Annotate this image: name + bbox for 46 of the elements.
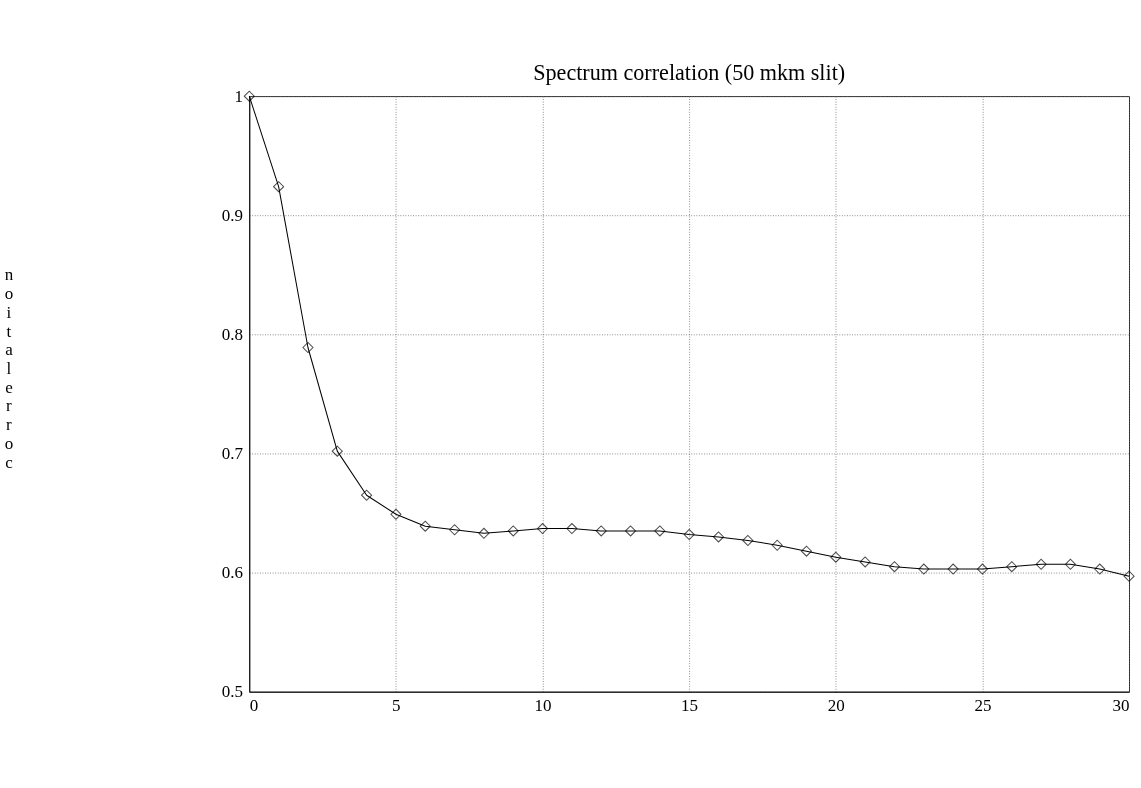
point xyxy=(243,90,255,102)
point xyxy=(1094,563,1106,575)
point xyxy=(361,489,373,501)
point xyxy=(625,525,637,537)
point xyxy=(507,525,519,537)
point xyxy=(537,523,549,535)
point xyxy=(595,525,607,537)
point xyxy=(273,181,285,193)
y-tick-label: 0.7 xyxy=(221,444,244,464)
point xyxy=(976,563,988,575)
point xyxy=(830,551,842,563)
y-tick-label: 0.5 xyxy=(221,682,243,702)
point xyxy=(771,539,783,551)
x-tick-label: 10 xyxy=(534,695,552,715)
point xyxy=(331,445,343,457)
point xyxy=(478,527,490,539)
point xyxy=(712,531,725,543)
y-tick-label: 0.9 xyxy=(221,205,243,225)
point xyxy=(390,508,402,520)
point xyxy=(859,556,871,568)
x-tick-label: 20 xyxy=(827,695,845,715)
point xyxy=(419,520,431,532)
point xyxy=(888,561,901,573)
point xyxy=(302,341,314,354)
point xyxy=(918,563,930,575)
x-tick-label: 30 xyxy=(1112,695,1130,715)
text: noitalerroc xyxy=(4,265,14,472)
chart-title: Spectrum correlation (50 mkm slit) xyxy=(533,59,846,85)
point xyxy=(1035,558,1047,570)
point xyxy=(1006,561,1018,573)
x-tick-label: 0 xyxy=(249,695,259,715)
point xyxy=(566,523,578,535)
point xyxy=(654,525,666,537)
point xyxy=(449,524,461,536)
y-tick-label: 0.8 xyxy=(221,324,243,344)
point xyxy=(800,545,813,557)
point xyxy=(947,563,959,575)
point xyxy=(1064,558,1076,570)
point xyxy=(683,528,695,541)
x-tick-label: 5 xyxy=(392,695,401,715)
y-tick-label: 1 xyxy=(234,86,243,106)
point xyxy=(1123,570,1135,582)
point xyxy=(742,534,754,547)
x-tick-label: 15 xyxy=(681,695,699,715)
y-tick-label: 0.6 xyxy=(221,563,243,583)
x-tick-label: 25 xyxy=(974,695,992,715)
